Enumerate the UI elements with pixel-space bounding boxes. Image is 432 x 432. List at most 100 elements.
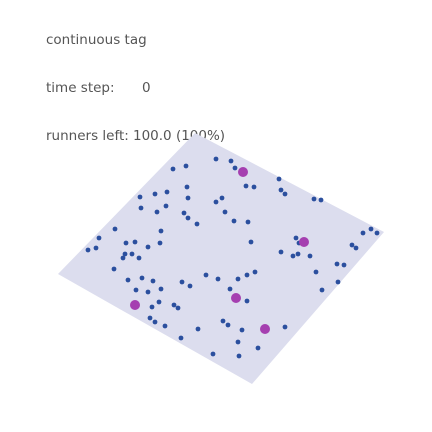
runner-dot [187,283,193,289]
runner-dot [163,203,169,209]
runner-dot [129,251,135,257]
runner-dot [175,305,181,311]
runner-dot [93,245,99,251]
runner-dot [149,304,155,310]
runner-dot [156,299,162,305]
runner-dot [213,199,219,205]
runner-dot [235,339,241,345]
runner-dot [157,240,163,246]
runner-dot [231,218,237,224]
time-step-value: 0 [142,80,151,96]
runner-dot [185,215,191,221]
runner-dot [220,318,226,324]
runner-dot [215,276,221,282]
runner-dot [85,247,91,253]
runner-dot [133,287,139,293]
runner-dot [195,326,201,332]
runner-dot [353,245,359,251]
runner-dot [334,261,340,267]
runner-dot [248,239,254,245]
runner-dot [158,228,164,234]
agents-layer [85,156,380,359]
runner-dot [164,189,170,195]
runner-dot [313,269,319,275]
runner-dot [125,277,131,283]
runner-dot [145,244,151,250]
runner-dot [222,209,228,215]
runner-dot [170,166,176,172]
runner-dot [244,272,250,278]
runner-dot [374,230,380,236]
tagger-dot [260,324,270,334]
runner-dot [203,272,209,278]
runner-dot [319,287,325,293]
runner-dot [236,353,242,359]
runner-dot [235,276,241,282]
tagger-dot [231,293,241,303]
runner-dot [293,235,299,241]
runner-dot [111,266,117,272]
runner-dot [183,163,189,169]
runner-dot [245,219,251,225]
runner-dot [139,275,145,281]
runner-dot [152,319,158,325]
status-panel: continuous tag time step: 0 runners left:… [46,0,225,160]
runner-dot [335,279,341,285]
runner-dot [219,195,225,201]
runner-dot [232,165,238,171]
runner-dot [278,187,284,193]
runner-dot [145,289,151,295]
time-step-label: time step: [46,80,115,96]
runner-dot [150,278,156,284]
runner-dot [368,226,374,232]
sim-title: continuous tag [46,32,147,48]
runner-dot [318,197,324,203]
runner-dot [252,269,258,275]
runner-dot [244,298,250,304]
runner-dot [213,156,219,162]
runner-dot [178,335,184,341]
runner-dot [251,184,257,190]
runner-dot [228,158,234,164]
time-step-row: time step: 0 [46,80,225,96]
runner-dot [360,230,366,236]
runner-dot [276,176,282,182]
runner-dot [96,235,102,241]
runner-dot [290,253,296,259]
runner-dot [123,240,129,246]
tagger-dot [130,300,140,310]
runner-dot [282,191,288,197]
runner-dot [171,302,177,308]
runner-dot [154,209,160,215]
runner-dot [239,327,245,333]
runner-dot [152,191,158,197]
runner-dot [255,345,261,351]
runner-dot [185,195,191,201]
runner-dot [162,323,168,329]
runner-dot [227,286,233,292]
runner-dot [295,251,301,257]
tagger-dot [238,167,248,177]
runner-dot [278,249,284,255]
runner-dot [147,315,153,321]
runner-dot [311,196,317,202]
tagger-dot [299,237,309,247]
runner-dot [243,183,249,189]
runner-dot [282,324,288,330]
runner-dot [349,242,355,248]
runner-dot [179,279,185,285]
runner-dot [132,239,138,245]
runner-dot [341,262,347,268]
runner-dot [112,226,118,232]
runner-dot [122,251,128,257]
runner-dot [225,322,231,328]
arena-floor [58,133,384,384]
runner-dot [307,253,313,259]
runner-dot [138,205,144,211]
runner-dot [137,194,143,200]
runner-dot [210,351,216,357]
runner-dot [136,255,142,261]
runner-dot [181,210,187,216]
runner-dot [184,184,190,190]
